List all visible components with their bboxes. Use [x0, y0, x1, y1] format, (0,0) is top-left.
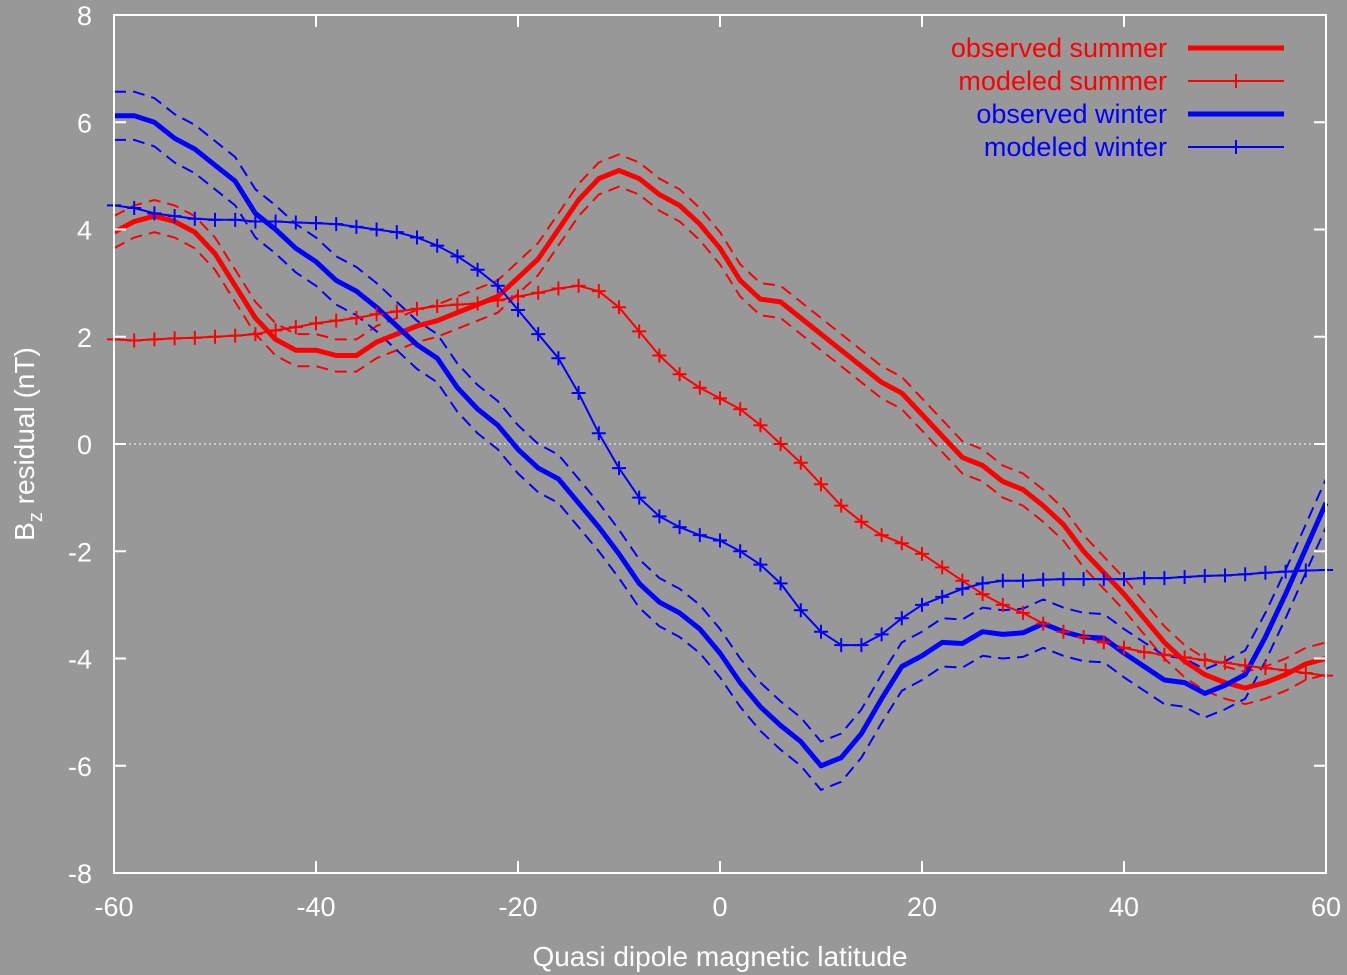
y-tick-label: -4	[68, 645, 92, 675]
y-axis-title-subscript: z	[25, 512, 47, 522]
x-tick-label: 40	[1109, 892, 1139, 922]
x-tick-label: 60	[1311, 892, 1341, 922]
line-chart: -60 -40 -20 0 20 40 60-8-6-4-202468 observed s…	[0, 0, 1347, 975]
legend-label: observed summer	[951, 33, 1167, 63]
legend-label: modeled winter	[984, 132, 1167, 162]
x-tick-label: -60	[94, 892, 133, 922]
y-tick-label: -2	[68, 537, 92, 567]
legend-label: observed winter	[976, 99, 1167, 129]
x-tick-label: -40	[296, 892, 335, 922]
x-tick-label: 20	[907, 892, 937, 922]
x-tick-label: 0	[712, 892, 727, 922]
x-tick-label: -20	[498, 892, 537, 922]
y-tick-label: 4	[77, 216, 92, 246]
x-axis-title: Quasi dipole magnetic latitude	[532, 941, 907, 972]
y-tick-label: -6	[68, 752, 92, 782]
y-tick-label: 6	[77, 108, 92, 138]
y-tick-label: 2	[77, 323, 92, 353]
y-axis-title-base: B	[9, 522, 40, 541]
y-tick-label: 8	[77, 1, 92, 31]
y-tick-label: 0	[77, 430, 92, 460]
legend-label: modeled summer	[958, 66, 1167, 96]
y-axis-title-rest: residual (nT)	[9, 347, 40, 512]
y-tick-label: -8	[68, 859, 92, 889]
